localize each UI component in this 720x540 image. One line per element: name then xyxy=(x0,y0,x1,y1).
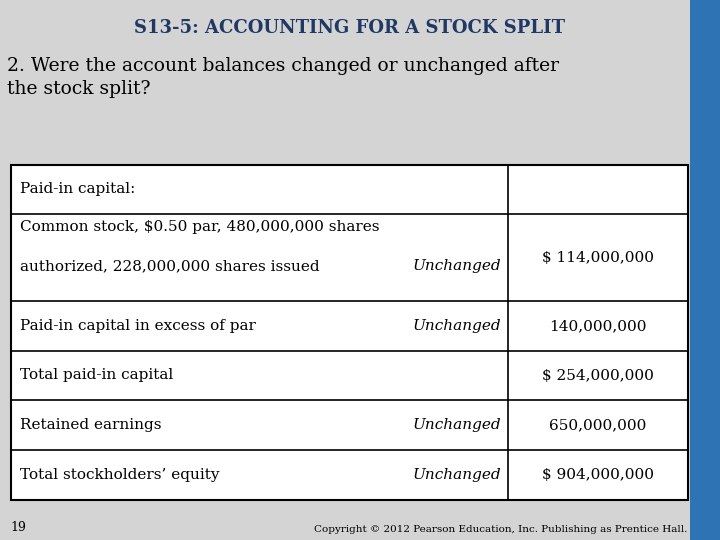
Text: Retained earnings: Retained earnings xyxy=(20,418,162,432)
Text: $ 254,000,000: $ 254,000,000 xyxy=(542,368,654,382)
Text: S13-5: ACCOUNTING FOR A STOCK SPLIT: S13-5: ACCOUNTING FOR A STOCK SPLIT xyxy=(134,19,564,37)
Text: 650,000,000: 650,000,000 xyxy=(549,418,647,432)
Text: Paid-in capital in excess of par: Paid-in capital in excess of par xyxy=(20,319,256,333)
Text: 2. Were the account balances changed or unchanged after
the stock split?: 2. Were the account balances changed or … xyxy=(7,57,559,98)
Text: Unchanged: Unchanged xyxy=(413,319,501,333)
Text: Common stock, $0.50 par, 480,000,000 shares: Common stock, $0.50 par, 480,000,000 sha… xyxy=(20,220,379,234)
Text: $ 904,000,000: $ 904,000,000 xyxy=(542,468,654,482)
Text: Total paid-in capital: Total paid-in capital xyxy=(20,368,174,382)
Text: Paid-in capital:: Paid-in capital: xyxy=(20,183,135,197)
Text: 140,000,000: 140,000,000 xyxy=(549,319,647,333)
Text: Unchanged: Unchanged xyxy=(413,468,501,482)
Text: $ 114,000,000: $ 114,000,000 xyxy=(542,251,654,265)
Text: Unchanged: Unchanged xyxy=(413,418,501,432)
Text: Total stockholders’ equity: Total stockholders’ equity xyxy=(20,468,220,482)
Text: Unchanged: Unchanged xyxy=(413,259,501,273)
Text: 19: 19 xyxy=(11,521,27,534)
Text: authorized, 228,000,000 shares issued: authorized, 228,000,000 shares issued xyxy=(20,259,320,273)
Text: Copyright © 2012 Pearson Education, Inc. Publishing as Prentice Hall.: Copyright © 2012 Pearson Education, Inc.… xyxy=(314,524,688,534)
